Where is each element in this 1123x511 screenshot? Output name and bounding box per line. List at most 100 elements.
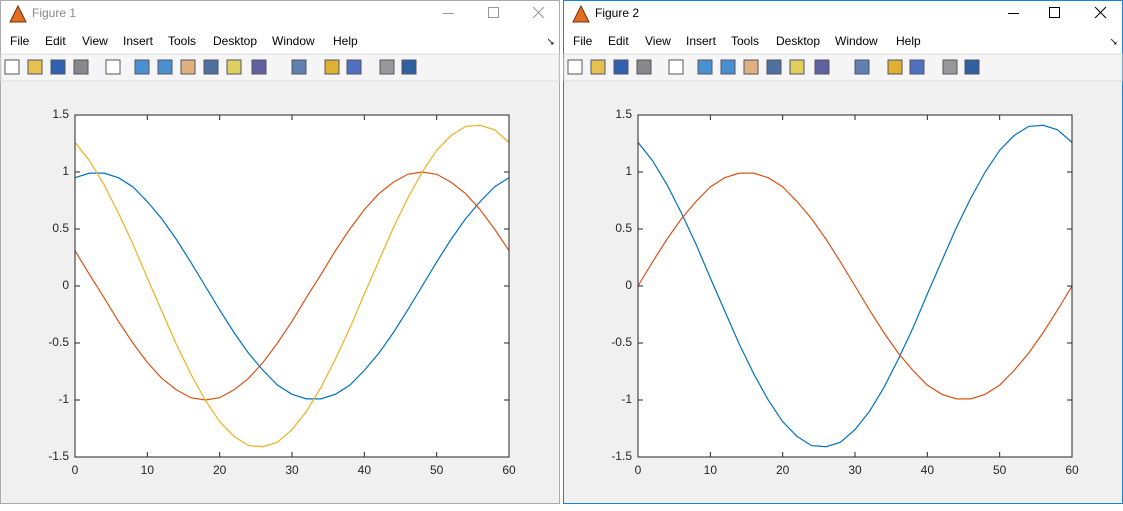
menu-item[interactable]: Tools xyxy=(168,34,196,48)
toolbar-button[interactable] xyxy=(909,59,925,75)
menu-item[interactable]: Insert xyxy=(123,34,154,48)
close-button[interactable] xyxy=(1094,6,1107,19)
toolbar-button[interactable] xyxy=(157,59,173,75)
y-tick-label: 0.5 xyxy=(52,221,69,235)
toolbar-button[interactable] xyxy=(743,59,759,75)
toolbar-button[interactable] xyxy=(401,59,417,75)
y-tick-label: -1 xyxy=(58,392,69,406)
plot-area xyxy=(75,115,509,457)
x-tick-label: 30 xyxy=(285,463,299,477)
menu-item[interactable]: Help xyxy=(896,34,921,48)
toolbar-button[interactable] xyxy=(324,59,340,75)
menu-item[interactable]: Desktop xyxy=(776,34,820,48)
x-tick-label: 40 xyxy=(358,463,372,477)
y-tick-label: 1 xyxy=(62,164,69,178)
toolbar-button[interactable] xyxy=(50,59,66,75)
toolbar-button[interactable] xyxy=(854,59,870,75)
window-title: Figure 2 xyxy=(595,6,639,20)
y-tick-label: 0 xyxy=(625,278,632,292)
x-tick-label: 60 xyxy=(502,463,516,477)
y-tick-label: 1 xyxy=(625,164,632,178)
toolbar-button[interactable] xyxy=(964,59,980,75)
app-icon xyxy=(572,4,590,23)
menu-bar xyxy=(564,28,1122,54)
x-tick-label: 10 xyxy=(704,463,718,477)
axes-box xyxy=(74,114,510,458)
y-tick-label: -1.5 xyxy=(48,449,69,463)
toolbar-button[interactable] xyxy=(134,59,150,75)
toolbar-button[interactable] xyxy=(180,59,196,75)
y-tick-label: -1 xyxy=(621,392,632,406)
toolbar-button[interactable] xyxy=(203,59,219,75)
menu-item[interactable]: Desktop xyxy=(213,34,257,48)
toolbar-button[interactable] xyxy=(291,59,307,75)
toolbar-button[interactable] xyxy=(379,59,395,75)
series-line xyxy=(74,172,510,400)
toolbar-button[interactable] xyxy=(720,59,736,75)
menu-item[interactable]: Tools xyxy=(731,34,759,48)
menu-item[interactable]: File xyxy=(573,34,593,48)
series-line xyxy=(74,171,510,401)
toolbar-button[interactable] xyxy=(766,59,782,75)
toolbar-button[interactable] xyxy=(613,59,629,75)
maximize-button[interactable] xyxy=(1049,7,1060,18)
menu-item[interactable]: View xyxy=(82,34,108,48)
toolbar-button[interactable] xyxy=(942,59,958,75)
y-tick-label: 1.5 xyxy=(52,107,69,121)
maximize-button[interactable] xyxy=(488,7,499,18)
menu-item[interactable]: View xyxy=(645,34,671,48)
title-bar xyxy=(564,1,1122,28)
toolbar-button[interactable] xyxy=(668,59,684,75)
toolbar-button[interactable] xyxy=(814,59,830,75)
toolbar xyxy=(563,53,1123,82)
title-bar xyxy=(1,1,559,28)
menu-bar xyxy=(1,28,559,54)
toolbar-button[interactable] xyxy=(251,59,267,75)
y-tick-label: 1.5 xyxy=(615,107,632,121)
series-line xyxy=(637,172,1073,400)
toolbar-button[interactable] xyxy=(567,59,583,75)
menu-item[interactable]: Help xyxy=(333,34,358,48)
x-tick-label: 0 xyxy=(72,463,79,477)
toolbar-button[interactable] xyxy=(27,59,43,75)
series-line xyxy=(74,124,510,448)
toolbar-button[interactable] xyxy=(4,59,20,75)
menu-item[interactable]: Window xyxy=(835,34,878,48)
x-tick-label: 0 xyxy=(635,463,642,477)
y-tick-label: -1.5 xyxy=(611,449,632,463)
menu-item[interactable]: File xyxy=(10,34,30,48)
x-tick-label: 30 xyxy=(848,463,862,477)
close-button[interactable] xyxy=(532,6,545,19)
y-tick-label: -0.5 xyxy=(48,335,69,349)
toolbar-button[interactable] xyxy=(636,59,652,75)
menu-item[interactable]: Edit xyxy=(45,34,66,48)
x-tick-label: 50 xyxy=(993,463,1007,477)
x-tick-label: 10 xyxy=(141,463,155,477)
x-tick-label: 50 xyxy=(430,463,444,477)
toolbar-button[interactable] xyxy=(73,59,89,75)
toolbar-button[interactable] xyxy=(697,59,713,75)
menu-item[interactable]: Edit xyxy=(608,34,629,48)
series-line xyxy=(637,124,1073,448)
window-title: Figure 1 xyxy=(32,6,76,20)
toolbar xyxy=(0,53,560,82)
y-tick-label: -0.5 xyxy=(611,335,632,349)
menu-arrow xyxy=(1110,38,1117,45)
y-tick-label: 0.5 xyxy=(615,221,632,235)
menu-item[interactable]: Window xyxy=(272,34,315,48)
toolbar-button[interactable] xyxy=(789,59,805,75)
x-tick-label: 40 xyxy=(921,463,935,477)
menu-item[interactable]: Insert xyxy=(686,34,717,48)
toolbar-button[interactable] xyxy=(105,59,121,75)
toolbar-button[interactable] xyxy=(346,59,362,75)
toolbar-button[interactable] xyxy=(590,59,606,75)
y-tick-label: 0 xyxy=(62,278,69,292)
x-tick-label: 20 xyxy=(776,463,790,477)
app-icon xyxy=(9,4,27,23)
axes-box xyxy=(637,114,1073,458)
toolbar-button[interactable] xyxy=(887,59,903,75)
toolbar-button[interactable] xyxy=(226,59,242,75)
x-tick-label: 60 xyxy=(1065,463,1079,477)
